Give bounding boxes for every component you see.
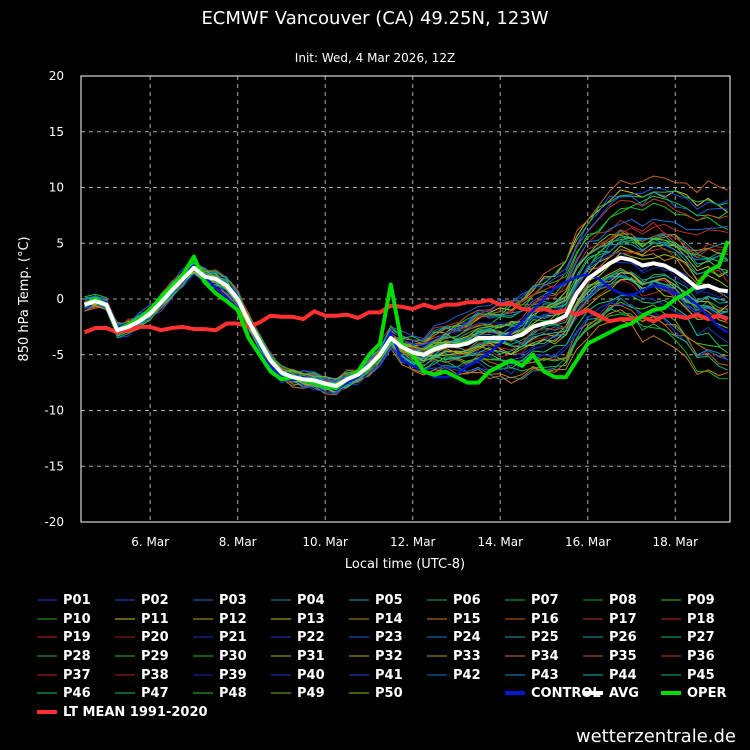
legend-label: P36 xyxy=(687,649,715,664)
chart-title: ECMWF Vancouver (CA) 49.25N, 123W xyxy=(201,8,548,29)
main-series xyxy=(83,240,730,392)
legend-label-control: CONTROL xyxy=(531,686,601,701)
brand-label: wetterzentrale.de xyxy=(576,726,736,747)
legend-label: P26 xyxy=(609,630,637,645)
legend-label: P02 xyxy=(141,593,169,608)
x-tick-label: 8. Mar xyxy=(219,535,257,549)
legend-label: P05 xyxy=(375,593,403,608)
legend-label: P40 xyxy=(297,668,325,683)
y-tick-label: 15 xyxy=(49,125,64,139)
legend-label: P46 xyxy=(63,686,91,701)
legend-label-avg: AVG xyxy=(609,686,639,701)
legend-label: P33 xyxy=(453,649,481,664)
chart-subtitle: Init: Wed, 4 Mar 2026, 12Z xyxy=(295,51,455,65)
legend-label: P17 xyxy=(609,612,637,627)
x-axis-label: Local time (UTC-8) xyxy=(345,557,465,572)
y-tick-label: 10 xyxy=(49,181,64,195)
y-axis-label: 850 hPa Temp. (°C) xyxy=(17,236,32,361)
legend-label: P28 xyxy=(63,649,91,664)
legend-label: P25 xyxy=(531,630,559,645)
y-axis: 20 15 10 5 0 -5 -10 -15 -20 xyxy=(44,69,64,529)
member-line-p47 xyxy=(84,190,728,384)
legend-label: P24 xyxy=(453,630,481,645)
x-tick-label: 16. Mar xyxy=(565,535,611,549)
legend-label: P38 xyxy=(141,668,169,683)
legend-label: P45 xyxy=(687,668,715,683)
y-tick-label: -20 xyxy=(44,515,64,529)
x-tick-label: 6. Mar xyxy=(131,535,169,549)
legend-label: P10 xyxy=(63,612,91,627)
y-tick-label: 5 xyxy=(56,236,64,250)
series-line-avg xyxy=(83,255,729,388)
legend-label: P08 xyxy=(609,593,637,608)
legend-label: P27 xyxy=(687,630,715,645)
legend-label: P32 xyxy=(375,649,403,664)
y-tick-label: 0 xyxy=(56,292,64,306)
member-line-p50 xyxy=(84,271,729,388)
x-tick-label: 12. Mar xyxy=(390,535,436,549)
legend-label: P15 xyxy=(453,612,481,627)
legend-label: P34 xyxy=(531,649,559,664)
series-line-lt-mean-1991-2020 xyxy=(83,298,729,335)
legend-label: P14 xyxy=(375,612,403,627)
y-tick-label: -10 xyxy=(44,404,64,418)
legend-label: P47 xyxy=(141,686,169,701)
grid xyxy=(81,76,730,522)
legend-label: P07 xyxy=(531,593,559,608)
legend-label: P48 xyxy=(219,686,247,701)
legend-label: P22 xyxy=(297,630,325,645)
legend-label: P35 xyxy=(609,649,637,664)
legend: P01 P02 P03 P04 P05 P06 P07 P08 P09 P10 P11 P12 P13 P… xyxy=(37,593,726,720)
legend-label: P12 xyxy=(219,612,247,627)
legend-label: P18 xyxy=(687,612,715,627)
x-tick-label: 10. Mar xyxy=(302,535,348,549)
legend-label: P01 xyxy=(63,593,91,608)
legend-label: P37 xyxy=(63,668,91,683)
legend-label-lt-mean: LT MEAN 1991-2020 xyxy=(63,705,208,720)
legend-label: P49 xyxy=(297,686,325,701)
x-axis: 6. Mar 8. Mar 10. Mar 12. Mar 14. Mar 16. Mar… xyxy=(131,535,698,549)
legend-label: P39 xyxy=(219,668,247,683)
legend-label: P21 xyxy=(219,630,247,645)
legend-label: P06 xyxy=(453,593,481,608)
legend-label: P29 xyxy=(141,649,169,664)
y-tick-label: 20 xyxy=(49,69,64,83)
legend-label: P30 xyxy=(219,649,247,664)
x-tick-label: 14. Mar xyxy=(477,535,523,549)
legend-label: P20 xyxy=(141,630,169,645)
legend-label-oper: OPER xyxy=(687,686,726,701)
legend-label: P43 xyxy=(531,668,559,683)
legend-label: P16 xyxy=(531,612,559,627)
legend-label: P04 xyxy=(297,593,325,608)
x-tick-label: 18. Mar xyxy=(653,535,699,549)
y-tick-label: -5 xyxy=(52,348,64,362)
plot-frame xyxy=(80,75,731,523)
legend-label: P13 xyxy=(297,612,325,627)
legend-label: P41 xyxy=(375,668,403,683)
legend-label: P09 xyxy=(687,593,715,608)
legend-label: P50 xyxy=(375,686,403,701)
y-tick-label: -15 xyxy=(44,459,64,473)
legend-label: P31 xyxy=(297,649,325,664)
legend-label: P44 xyxy=(609,668,637,683)
legend-label: P11 xyxy=(141,612,169,627)
legend-label: P03 xyxy=(219,593,247,608)
legend-label: P19 xyxy=(63,630,91,645)
legend-label: P42 xyxy=(453,668,481,683)
legend-label: P23 xyxy=(375,630,403,645)
